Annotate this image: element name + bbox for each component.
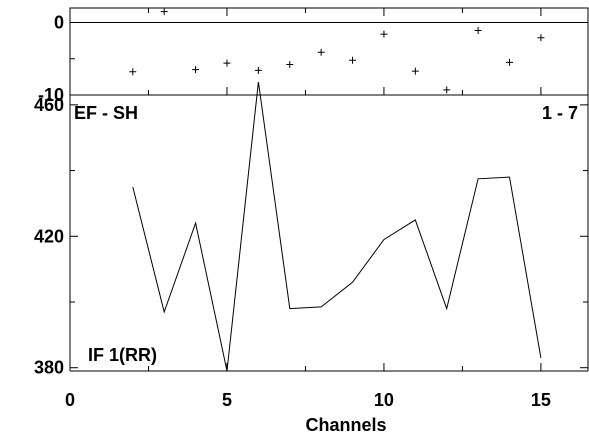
phase-panel-title: EF - SH xyxy=(74,103,138,123)
phase-point xyxy=(411,67,419,75)
phase-panel-frame xyxy=(69,7,589,96)
amplitude-series-label: IF 1(RR) xyxy=(88,345,157,365)
phase-points xyxy=(129,8,545,94)
phase-point xyxy=(192,66,200,74)
amplitude-y-tick-label: 460 xyxy=(34,95,64,115)
amplitude-y-tick-label: 420 xyxy=(34,226,64,246)
phase-point xyxy=(160,8,168,16)
x-tick-label: 5 xyxy=(222,390,232,410)
phase-point xyxy=(349,56,357,64)
phase-point xyxy=(443,86,451,94)
x-axis-label: Channels xyxy=(305,415,386,435)
phase-point xyxy=(474,26,482,34)
phase-panel-range: 1 - 7 xyxy=(542,103,578,123)
phase-panel: 0 -10 EF - SH 1 - 7 xyxy=(38,7,589,123)
x-tick-label: 10 xyxy=(374,390,394,410)
amplitude-series-line xyxy=(132,81,542,372)
phase-point xyxy=(317,48,325,56)
x-tick-label: 15 xyxy=(531,390,551,410)
phase-point xyxy=(506,58,514,66)
phase-y-tick-label: 0 xyxy=(54,13,64,33)
phase-y-tick-label: -10 xyxy=(38,85,64,105)
phase-panel-axes: 0 -10 xyxy=(38,7,589,105)
phase-point xyxy=(537,34,545,42)
phase-point xyxy=(286,61,294,69)
phase-point xyxy=(254,66,262,74)
amplitude-y-tick-label: 380 xyxy=(34,358,64,378)
x-tick-label: 0 xyxy=(65,390,75,410)
phase-point xyxy=(129,68,137,76)
phase-point xyxy=(380,30,388,38)
phase-point xyxy=(223,59,231,67)
